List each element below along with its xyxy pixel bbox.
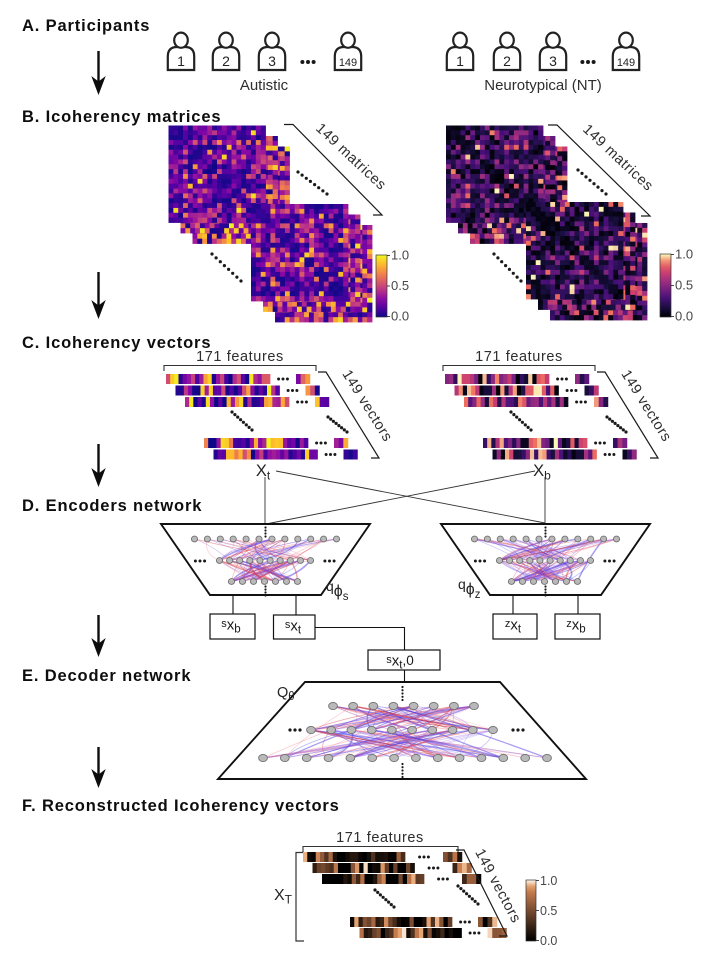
svg-text:149: 149 — [339, 57, 357, 69]
svg-text:149: 149 — [617, 57, 635, 69]
svg-text:1.0: 1.0 — [675, 247, 693, 262]
svg-text:171 features: 171 features — [196, 349, 284, 365]
svg-text:171 features: 171 features — [475, 349, 563, 365]
svg-text:A. Participants: A. Participants — [22, 17, 150, 35]
svg-text:0.5: 0.5 — [540, 904, 557, 918]
svg-text:3: 3 — [549, 53, 557, 69]
svg-text:sxb: sxb — [221, 617, 240, 636]
svg-text:D. Encoders network: D. Encoders network — [22, 497, 202, 515]
svg-text:C. Icoherency vectors: C. Icoherency vectors — [22, 334, 211, 352]
svg-text:171 features: 171 features — [336, 830, 424, 846]
svg-text:0.0: 0.0 — [675, 309, 693, 324]
svg-text:0.0: 0.0 — [391, 309, 409, 324]
svg-text:zxt: zxt — [505, 617, 522, 636]
svg-text:Autistic: Autistic — [240, 77, 289, 94]
svg-text:2: 2 — [222, 53, 230, 69]
svg-text:sxt: sxt — [285, 618, 302, 637]
svg-text:Neurotypical (NT): Neurotypical (NT) — [484, 77, 602, 94]
svg-text:3: 3 — [268, 53, 276, 69]
svg-text:1: 1 — [456, 53, 464, 69]
svg-text:0.5: 0.5 — [391, 278, 409, 293]
svg-text:2: 2 — [503, 53, 511, 69]
svg-text:1.0: 1.0 — [540, 874, 557, 888]
svg-text:B. Icoherency matrices: B. Icoherency matrices — [22, 108, 221, 126]
svg-text:1: 1 — [177, 53, 185, 69]
svg-text:sxt,0: sxt,0 — [386, 653, 413, 672]
svg-text:1.0: 1.0 — [391, 248, 409, 263]
svg-text:XT: XT — [274, 887, 293, 907]
svg-text:0.0: 0.0 — [540, 934, 557, 948]
svg-text:E. Decoder network: E. Decoder network — [22, 667, 191, 685]
svg-text:0.5: 0.5 — [675, 278, 693, 293]
svg-text:F. Reconstructed Icoherency ve: F. Reconstructed Icoherency vectors — [22, 797, 340, 815]
svg-text:zxb: zxb — [566, 617, 585, 636]
